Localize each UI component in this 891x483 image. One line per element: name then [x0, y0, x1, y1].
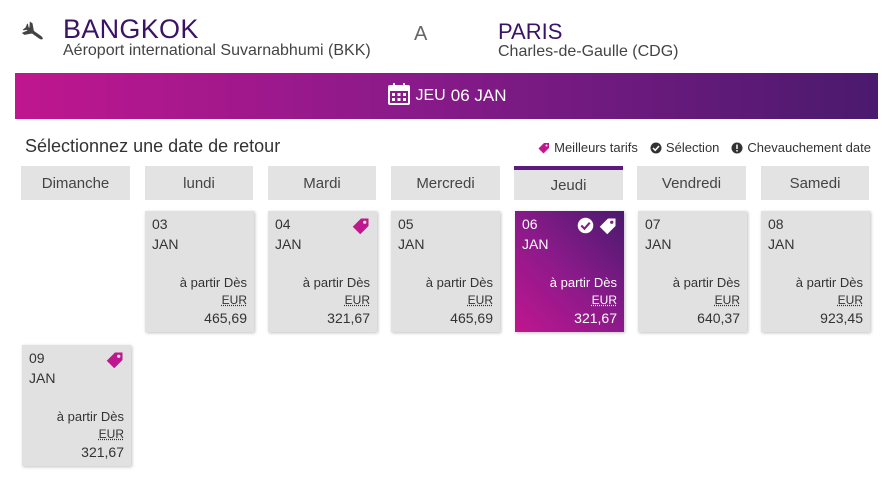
date-card-currency: EUR [467, 293, 493, 307]
banner-date: 06 JAN [450, 86, 507, 105]
section-title: Sélectionnez une date de retour [25, 136, 281, 156]
banner-day: JEU [415, 87, 446, 104]
tag-icon [599, 218, 616, 235]
date-card-from-label: à partir Dès [549, 275, 617, 290]
selected-date-banner: JEU 06 JAN [15, 73, 878, 119]
plane-icon [22, 21, 43, 40]
date-card-currency: EUR [221, 293, 247, 307]
weekday-friday: Vendredi [637, 166, 746, 200]
legend-overlap: Chevauchement date [731, 140, 871, 155]
date-card-day: 09 [29, 350, 45, 366]
date-card-month: JAN [398, 236, 425, 252]
date-card[interactable]: 04 JAN à partir Dès EUR 321,67 [268, 211, 377, 332]
check-circle-icon [577, 217, 594, 234]
check-circle-icon [650, 142, 662, 153]
tag-icon [538, 142, 550, 153]
calendar-icon [387, 83, 410, 105]
date-card-day: 06 [522, 216, 538, 232]
date-card-month: JAN [29, 370, 56, 386]
date-card-price: 465,69 [204, 310, 247, 326]
weekday-sunday: Dimanche [21, 166, 130, 200]
date-card-price: 640,37 [697, 310, 740, 326]
tag-icon [352, 218, 369, 235]
date-card[interactable]: 08 JAN à partir Dès EUR 923,45 [761, 211, 870, 332]
date-card-month: JAN [275, 236, 302, 252]
origin-airport: Aéroport international Suvarnabhumi (BKK… [63, 42, 371, 59]
date-card-currency: EUR [714, 293, 740, 307]
date-card-from-label: à partir Dès [302, 275, 370, 290]
weekday-saturday: Samedi [761, 166, 869, 200]
exclamation-circle-icon [731, 142, 743, 153]
legend-selection: Sélection [650, 140, 719, 155]
date-card-from-label: à partir Dès [56, 409, 124, 424]
date-card-month: JAN [152, 236, 179, 252]
date-card-currency: EUR [98, 427, 124, 441]
weekday-wednesday: Mercredi [391, 166, 500, 200]
date-card-day: 05 [398, 216, 414, 232]
date-card[interactable]: 09 JAN à partir Dès EUR 321,67 [22, 345, 131, 466]
weekday-thursday: Jeudi [514, 166, 623, 200]
date-card-day: 04 [275, 216, 291, 232]
date-card-currency: EUR [344, 293, 370, 307]
date-card-price: 465,69 [450, 310, 493, 326]
date-card-price: 321,67 [327, 310, 370, 326]
origin-city: BANGKOK [63, 14, 199, 44]
date-card-from-label: à partir Dès [795, 275, 863, 290]
date-card[interactable]: 05 JAN à partir Dès EUR 465,69 [391, 211, 500, 332]
destination-city: PARIS [498, 19, 563, 44]
date-card-day: 08 [768, 216, 784, 232]
date-card-day: 03 [152, 216, 168, 232]
legend-overlap-label: Chevauchement date [747, 140, 871, 155]
route-header: BANGKOK Aéroport international Suvarnabh… [0, 0, 891, 73]
date-card[interactable]: 03 JAN à partir Dès EUR 465,69 [145, 211, 254, 332]
date-card-currency: EUR [591, 293, 617, 307]
legend: Meilleurs tarifs Sélection Chevauchement… [526, 140, 871, 155]
date-card-price: 321,67 [574, 310, 617, 326]
date-card-month: JAN [645, 236, 672, 252]
date-card-day: 07 [645, 216, 661, 232]
date-card-month: JAN [768, 236, 795, 252]
legend-best-price-label: Meilleurs tarifs [554, 140, 638, 155]
destination-airport: Charles-de-Gaulle (CDG) [498, 43, 679, 60]
date-card-from-label: à partir Dès [425, 275, 493, 290]
legend-selection-label: Sélection [665, 140, 720, 155]
date-card-month: JAN [522, 236, 549, 252]
date-card-price: 321,67 [81, 444, 124, 460]
date-card-from-label: à partir Dès [672, 275, 740, 290]
legend-best-price: Meilleurs tarifs [538, 140, 638, 155]
date-card[interactable]: 07 JAN à partir Dès EUR 640,37 [638, 211, 747, 332]
date-card-from-label: à partir Dès [179, 275, 247, 290]
weekday-monday: lundi [145, 166, 253, 200]
weekday-tuesday: Mardi [268, 166, 376, 200]
route-separator: A [414, 23, 428, 45]
date-card[interactable]: 06 JAN à partir Dès EUR 321,67 [515, 211, 624, 332]
date-card-price: 923,45 [820, 310, 863, 326]
date-card-currency: EUR [837, 293, 863, 307]
tag-icon [106, 352, 123, 369]
